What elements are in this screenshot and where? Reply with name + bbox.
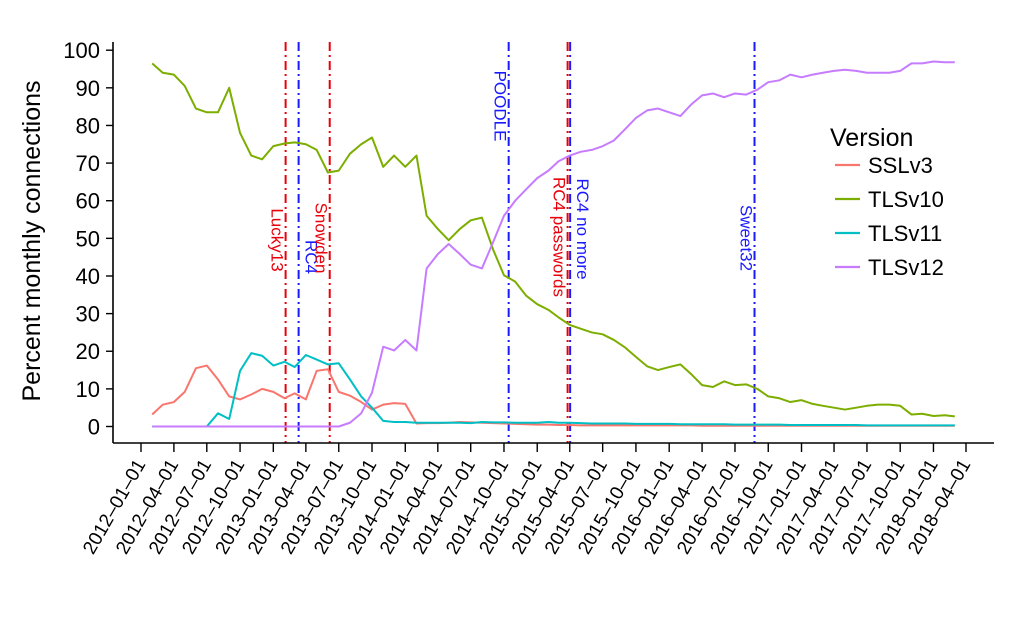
annotation-label: RC4 no more (573, 178, 592, 279)
annotation-label: Sweet32 (737, 205, 756, 271)
series-line-tlsv12 (152, 60, 955, 428)
y-tick-label: 40 (76, 264, 100, 289)
legend-label: SSLv3 (868, 153, 933, 178)
legend-label: TLSv11 (868, 221, 942, 246)
y-ticks: 0 10 20 30 40 50 60 70 80 90 100 (63, 38, 113, 440)
y-tick-label: 30 (76, 302, 100, 327)
y-tick-label: 90 (76, 76, 100, 101)
y-tick-label: 10 (76, 377, 100, 402)
y-tick-label: 60 (76, 189, 100, 214)
legend-title: Version (830, 124, 913, 152)
series-line-tlsv10 (151, 62, 955, 418)
y-tick-label: 0 (88, 415, 100, 440)
y-tick-label: 80 (76, 113, 100, 138)
annotation-label: POODLE (491, 71, 510, 142)
legend: Version SSLv3 TLSv10 TLSv11 TLSv12 (830, 124, 944, 280)
annotation-label: RC4 (302, 240, 321, 274)
y-axis-label: Percent monthly connections (18, 80, 46, 401)
series-group (151, 60, 955, 428)
annotation-label: Lucky13 (268, 208, 287, 271)
y-tick-label: 70 (76, 151, 100, 176)
series-line-tlsv11 (152, 352, 955, 428)
y-tick-label: 100 (63, 38, 100, 63)
y-tick-label: 20 (76, 339, 100, 364)
annotation-label: RC4 passwords (550, 177, 569, 297)
legend-label: TLSv10 (868, 187, 944, 212)
annotation-label: Snowden (312, 203, 331, 274)
y-tick-label: 50 (76, 226, 100, 251)
axes (112, 42, 994, 444)
legend-label: TLSv12 (868, 255, 944, 280)
